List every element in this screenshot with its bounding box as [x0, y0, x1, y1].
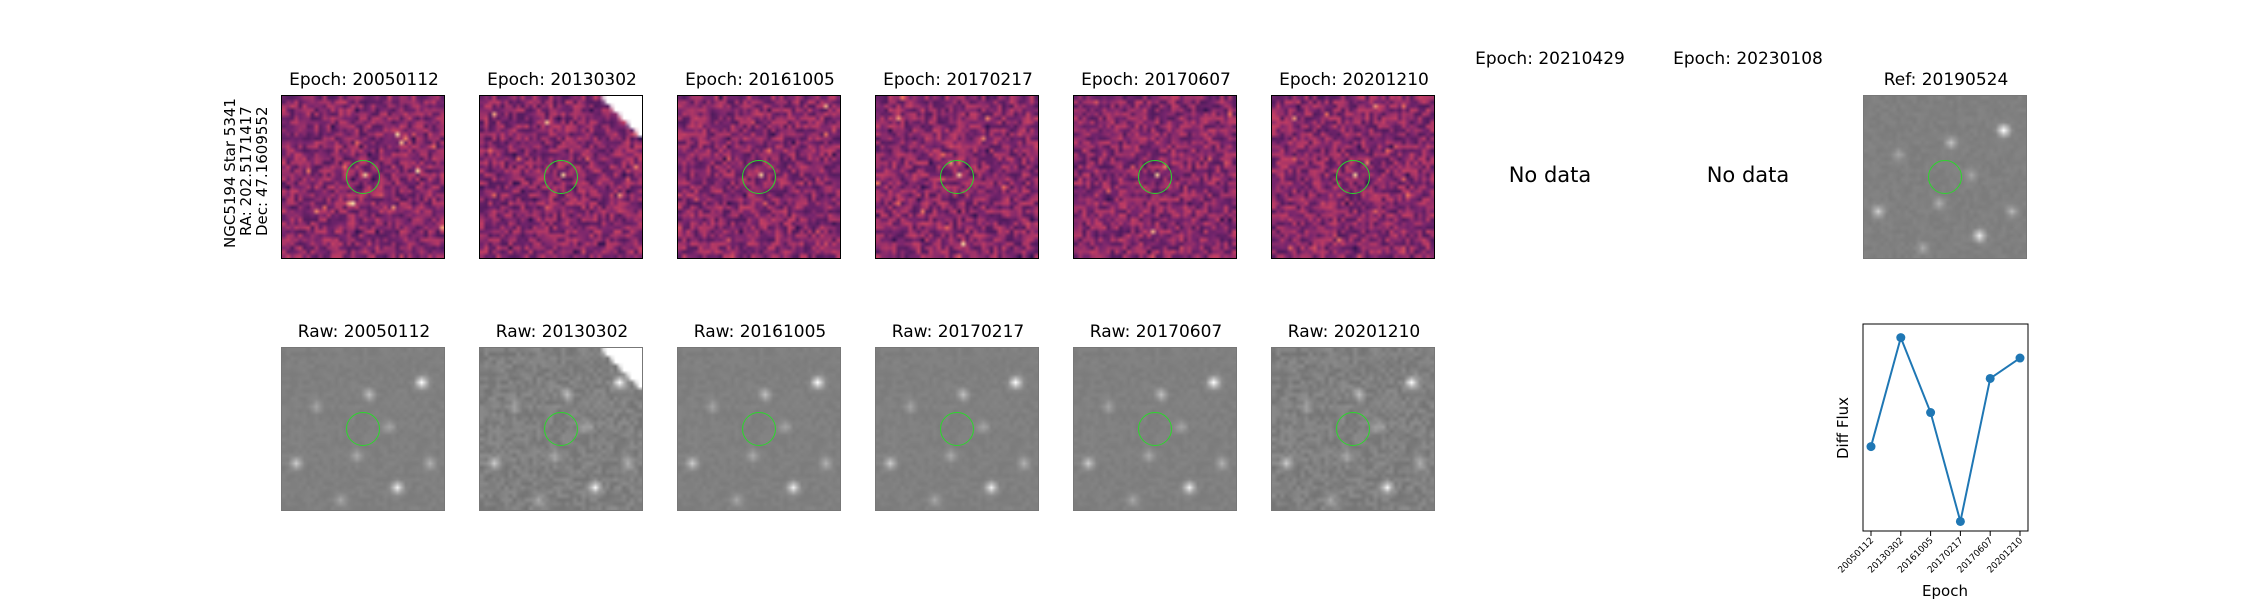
reference-image [1863, 95, 2027, 259]
diff-image-5 [1073, 95, 1237, 259]
data-point [1955, 516, 1965, 526]
diff-image-6 [1271, 95, 1435, 259]
diff-title-8: Epoch: 20230108 [1673, 49, 1823, 69]
no-data-message-8: No data [1706, 163, 1790, 187]
chart-xlabel: Epoch [1922, 582, 1968, 600]
raw-image-1 [281, 347, 445, 511]
diff-title-1: Epoch: 20050112 [289, 70, 439, 90]
diff-image-1 [281, 95, 445, 259]
diff-title-2: Epoch: 20130302 [487, 70, 637, 90]
aperture-ring [1928, 160, 1962, 194]
aperture-ring [1138, 412, 1172, 446]
aperture-ring [1138, 160, 1172, 194]
data-point [2015, 353, 2025, 363]
diff-image-2 [479, 95, 643, 259]
chart-ylabel: Diff Flux [1834, 397, 1852, 459]
diff-title-3: Epoch: 20161005 [685, 70, 835, 90]
aperture-ring [742, 412, 776, 446]
data-point [1896, 333, 1906, 343]
aperture-ring [346, 160, 380, 194]
data-point [1866, 442, 1876, 452]
diff-flux-line [1870, 334, 2021, 522]
aperture-ring [940, 412, 974, 446]
diff-title-4: Epoch: 20170217 [883, 70, 1033, 90]
raw-title-1: Raw: 20050112 [297, 322, 431, 342]
diff-image-3 [677, 95, 841, 259]
raw-image-5 [1073, 347, 1237, 511]
raw-title-3: Raw: 20161005 [693, 322, 827, 342]
raw-image-2 [479, 347, 643, 511]
aperture-ring [742, 160, 776, 194]
no-data-message-7: No data [1508, 163, 1592, 187]
raw-image-6 [1271, 347, 1435, 511]
chart-frame [1862, 323, 2029, 532]
aperture-ring [940, 160, 974, 194]
reference-title: Ref: 20190524 [1883, 70, 2009, 90]
aperture-ring [544, 160, 578, 194]
diff-title-6: Epoch: 20201210 [1279, 70, 1429, 90]
raw-title-5: Raw: 20170607 [1089, 322, 1223, 342]
diff-title-5: Epoch: 20170607 [1081, 70, 1231, 90]
aperture-ring [1336, 412, 1370, 446]
diff-title-7: Epoch: 20210429 [1475, 49, 1625, 69]
raw-image-4 [875, 347, 1039, 511]
diff-image-4 [875, 95, 1039, 259]
aperture-ring [544, 412, 578, 446]
data-point [1926, 408, 1936, 418]
aperture-ring [346, 412, 380, 446]
raw-image-3 [677, 347, 841, 511]
data-point [1985, 373, 1995, 383]
raw-title-2: Raw: 20130302 [495, 322, 629, 342]
raw-title-6: Raw: 20201210 [1287, 322, 1421, 342]
aperture-ring [1336, 160, 1370, 194]
raw-title-4: Raw: 20170217 [891, 322, 1025, 342]
